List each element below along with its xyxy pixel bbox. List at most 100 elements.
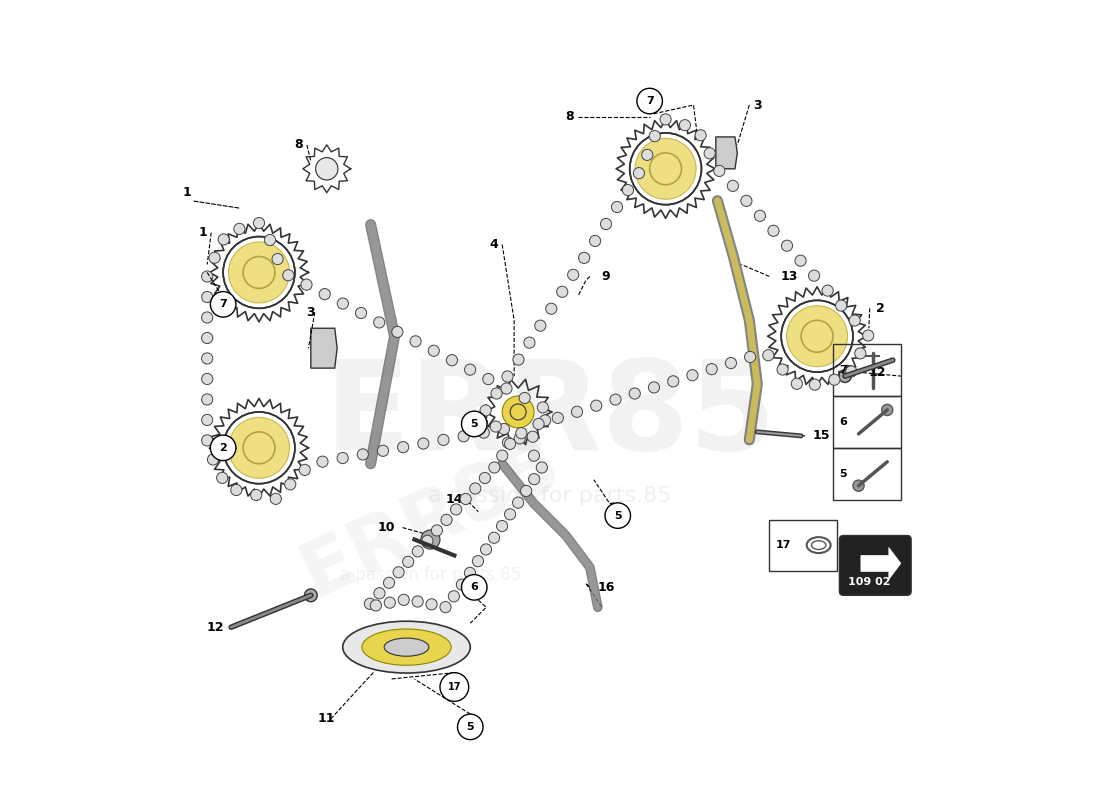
Text: 5: 5 [471, 419, 478, 429]
Circle shape [421, 535, 433, 546]
Text: 8: 8 [565, 110, 574, 123]
Circle shape [706, 363, 717, 374]
Circle shape [571, 406, 583, 418]
Circle shape [497, 450, 508, 462]
Circle shape [392, 326, 403, 338]
Circle shape [210, 435, 235, 461]
Circle shape [460, 494, 471, 505]
Circle shape [609, 394, 622, 405]
Circle shape [285, 478, 296, 490]
Circle shape [635, 138, 696, 199]
Circle shape [601, 218, 612, 230]
Circle shape [557, 286, 568, 298]
Text: 7: 7 [219, 299, 227, 310]
Text: a passion for parts.85: a passion for parts.85 [340, 566, 521, 584]
Circle shape [201, 435, 212, 446]
Circle shape [201, 414, 212, 426]
Circle shape [546, 303, 557, 314]
Circle shape [305, 589, 317, 602]
Circle shape [838, 370, 851, 382]
Circle shape [283, 270, 294, 281]
Circle shape [822, 285, 833, 296]
Text: 17: 17 [776, 540, 791, 550]
Circle shape [755, 210, 766, 222]
Bar [833, 448, 901, 500]
Circle shape [500, 383, 513, 394]
Circle shape [438, 434, 449, 446]
Circle shape [846, 366, 857, 377]
Circle shape [440, 602, 451, 613]
Circle shape [483, 374, 494, 385]
Circle shape [377, 446, 388, 456]
Circle shape [398, 594, 409, 606]
Circle shape [355, 307, 366, 318]
Circle shape [540, 415, 551, 426]
Circle shape [201, 353, 212, 364]
FancyBboxPatch shape [839, 535, 911, 595]
Circle shape [456, 579, 468, 590]
Text: 12: 12 [868, 366, 886, 378]
Circle shape [714, 166, 725, 177]
Circle shape [704, 148, 715, 159]
Circle shape [648, 382, 660, 393]
Text: ERR85: ERR85 [289, 428, 571, 611]
Circle shape [629, 388, 640, 399]
Circle shape [421, 530, 440, 549]
Circle shape [458, 430, 470, 442]
Circle shape [552, 412, 563, 423]
Circle shape [649, 130, 660, 142]
Circle shape [862, 330, 873, 341]
Circle shape [384, 578, 395, 588]
Circle shape [208, 454, 219, 465]
Circle shape [527, 431, 538, 442]
Circle shape [371, 600, 382, 611]
Circle shape [881, 404, 893, 415]
Text: 1: 1 [199, 226, 208, 239]
Circle shape [374, 588, 385, 599]
Circle shape [364, 598, 375, 610]
Circle shape [480, 405, 492, 416]
Text: 3: 3 [754, 98, 761, 111]
Polygon shape [861, 547, 901, 579]
Text: 5: 5 [839, 469, 847, 478]
Text: 16: 16 [597, 581, 615, 594]
Circle shape [740, 195, 752, 206]
Circle shape [426, 598, 437, 610]
Circle shape [852, 480, 865, 491]
Circle shape [524, 337, 535, 348]
Text: 13: 13 [781, 270, 798, 283]
Circle shape [513, 497, 524, 508]
Polygon shape [311, 328, 337, 368]
Circle shape [590, 235, 601, 246]
Circle shape [480, 473, 491, 483]
Circle shape [358, 449, 368, 460]
Circle shape [491, 421, 502, 432]
Circle shape [201, 394, 212, 405]
Circle shape [795, 255, 806, 266]
Circle shape [762, 350, 774, 361]
Circle shape [695, 130, 706, 141]
Circle shape [745, 351, 756, 362]
Circle shape [338, 298, 349, 309]
Circle shape [828, 374, 840, 386]
Circle shape [201, 271, 212, 282]
Circle shape [201, 312, 212, 323]
Circle shape [605, 503, 630, 528]
Circle shape [686, 370, 698, 381]
Text: a passion for parts.85: a passion for parts.85 [428, 486, 672, 506]
Text: 5: 5 [466, 722, 474, 732]
Circle shape [319, 289, 330, 300]
Circle shape [579, 252, 590, 263]
Circle shape [317, 456, 328, 467]
Circle shape [810, 379, 821, 390]
Text: 9: 9 [602, 270, 610, 283]
Circle shape [505, 509, 516, 520]
Circle shape [514, 433, 526, 444]
Circle shape [537, 402, 549, 413]
Text: 2: 2 [877, 302, 886, 315]
Circle shape [209, 252, 220, 263]
Circle shape [464, 567, 475, 578]
Text: 4: 4 [490, 238, 498, 251]
Circle shape [393, 566, 404, 578]
Circle shape [440, 673, 469, 702]
